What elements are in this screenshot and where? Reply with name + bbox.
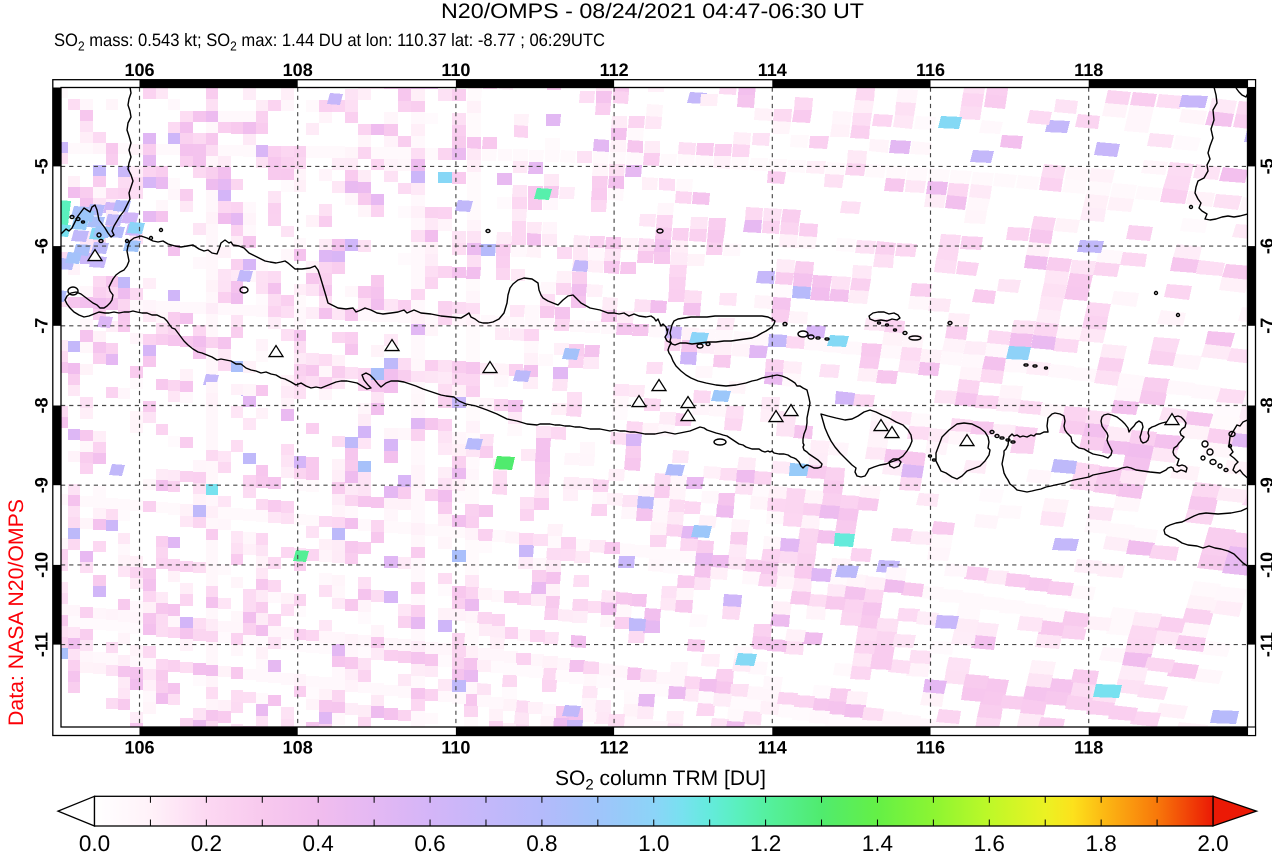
svg-text:Data: NASA N20/OMPS: Data: NASA N20/OMPS (5, 499, 28, 726)
svg-text:0.2: 0.2 (191, 831, 222, 853)
svg-text:-10: -10 (1257, 552, 1272, 578)
svg-text:1.6: 1.6 (974, 831, 1005, 853)
svg-text:SO2 mass: 0.543 kt; SO2 max: 1: SO2 mass: 0.543 kt; SO2 max: 1.44 DU at … (54, 30, 605, 54)
svg-text:118: 118 (1074, 60, 1103, 80)
svg-text:110: 110 (441, 60, 470, 80)
svg-text:-7: -7 (32, 318, 52, 334)
svg-text:118: 118 (1074, 738, 1103, 758)
svg-text:-9: -9 (32, 477, 52, 493)
svg-text:114: 114 (758, 60, 787, 80)
svg-text:110: 110 (441, 738, 470, 758)
svg-text:106: 106 (124, 60, 154, 80)
svg-text:0.4: 0.4 (303, 831, 334, 853)
svg-text:112: 112 (600, 60, 629, 80)
svg-text:-6: -6 (32, 238, 52, 254)
svg-text:106: 106 (124, 738, 154, 758)
svg-text:112: 112 (600, 738, 629, 758)
svg-text:1.0: 1.0 (638, 831, 669, 853)
svg-text:-5: -5 (32, 158, 52, 174)
svg-text:116: 116 (916, 738, 945, 758)
svg-text:2.0: 2.0 (1197, 831, 1228, 853)
svg-text:1.2: 1.2 (750, 831, 781, 853)
svg-text:108: 108 (283, 738, 313, 758)
svg-text:-9: -9 (1257, 477, 1272, 493)
svg-text:0.6: 0.6 (414, 831, 445, 853)
svg-text:-10: -10 (32, 552, 52, 578)
svg-text:0.0: 0.0 (79, 831, 110, 853)
svg-text:-8: -8 (32, 397, 52, 413)
svg-text:-11: -11 (32, 632, 52, 657)
svg-text:0.8: 0.8 (526, 831, 557, 853)
svg-text:114: 114 (758, 738, 787, 758)
svg-text:N20/OMPS - 08/24/2021 04:47-06: N20/OMPS - 08/24/2021 04:47-06:30 UT (441, 0, 864, 23)
svg-text:-8: -8 (1257, 397, 1272, 413)
svg-text:1.4: 1.4 (862, 831, 893, 853)
svg-text:-7: -7 (1257, 318, 1272, 334)
svg-text:1.8: 1.8 (1086, 831, 1117, 853)
svg-text:116: 116 (916, 60, 945, 80)
svg-text:108: 108 (283, 60, 313, 80)
svg-text:-5: -5 (1257, 158, 1272, 174)
svg-text:-6: -6 (1257, 238, 1272, 254)
svg-text:-11: -11 (1257, 632, 1272, 657)
